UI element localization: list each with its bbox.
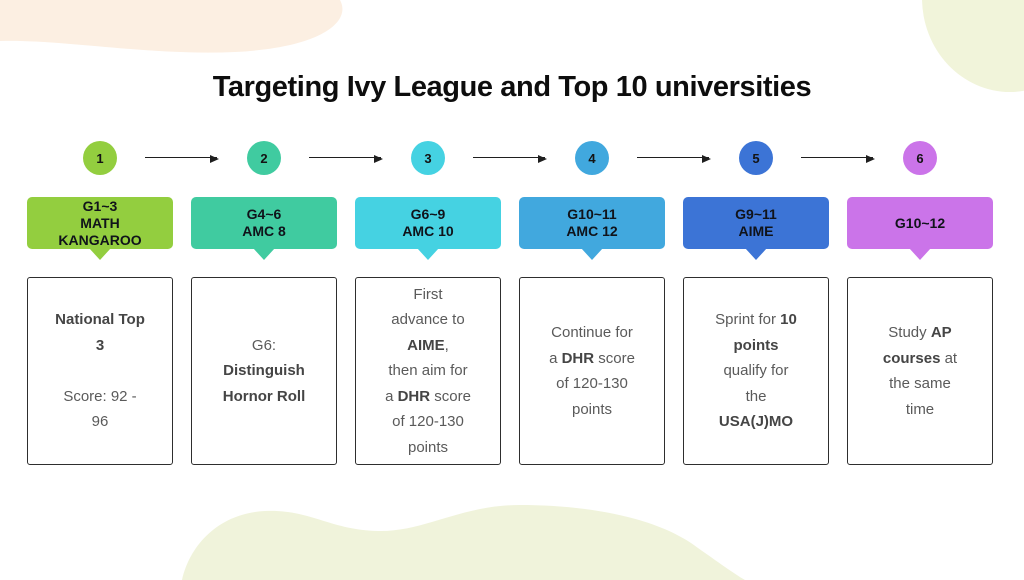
step-4-header-label: G10~11 AMC 12	[566, 206, 618, 239]
step-1-number-badge: 1	[83, 141, 117, 175]
bubble-tail	[581, 248, 603, 260]
bubble-tail	[253, 248, 275, 260]
blob-green-bottom-shape	[182, 505, 745, 580]
step-3-header-bubble: G6~9 AMC 10	[355, 197, 501, 260]
step-1-description-text: National Top 3 Score: 92 - 96	[55, 311, 145, 431]
step-2-description-card: G6: Distinguish Hornor Roll	[191, 277, 337, 465]
step-3-description-card: First advance to AIME, then aim for a DH…	[355, 277, 501, 465]
arrow-right-icon	[473, 154, 547, 163]
step-4-number-badge: 4	[575, 141, 609, 175]
step-2-header-label: G4~6 AMC 8	[242, 206, 286, 239]
step-1-header-label: G1~3 MATH KANGAROO	[58, 197, 142, 248]
bubble-tail	[417, 248, 439, 260]
step-2-description-text: G6: Distinguish Hornor Roll	[222, 336, 306, 405]
step-3-description-text: First advance to AIME, then aim for a DH…	[385, 285, 471, 456]
step-6-header-bubble: G10~12	[847, 197, 993, 260]
page-title: Targeting Ivy League and Top 10 universi…	[212, 71, 812, 103]
step-4-header-bubble: G10~11 AMC 12	[519, 197, 665, 260]
step-5-description-card: Sprint for 10 points qualify for the USA…	[683, 277, 829, 465]
step-4-description-text: Continue for a DHR score of 120-130 poin…	[549, 324, 635, 418]
step-6-description-card: Study AP courses at the same time	[847, 277, 993, 465]
step-6-number-badge: 6	[903, 141, 937, 175]
step-1-description-card: National Top 3 Score: 92 - 96	[27, 277, 173, 465]
bubble-tail	[909, 248, 931, 260]
bubble-tail	[89, 248, 111, 260]
arrow-right-icon	[145, 154, 219, 163]
arrow-right-icon	[637, 154, 711, 163]
step-5-description-text: Sprint for 10 points qualify for the USA…	[715, 311, 797, 431]
step-2-number-badge: 2	[247, 141, 281, 175]
step-6-header-label: G10~12	[894, 214, 946, 231]
step-3-header-label: G6~9 AMC 10	[402, 206, 454, 239]
step-1-header-bubble: G1~3 MATH KANGAROO	[27, 197, 173, 260]
step-2-header-bubble: G4~6 AMC 8	[191, 197, 337, 260]
step-5-header-label: G9~11 AIME	[735, 206, 777, 239]
step-5-header-bubble: G9~11 AIME	[683, 197, 829, 260]
step-4-description-card: Continue for a DHR score of 120-130 poin…	[519, 277, 665, 465]
step-5-number-badge: 5	[739, 141, 773, 175]
bubble-tail	[745, 248, 767, 260]
blob-cream-top-left-shape	[0, 0, 343, 53]
step-3-number-badge: 3	[411, 141, 445, 175]
step-6-description-text: Study AP courses at the same time	[882, 324, 958, 418]
arrow-right-icon	[309, 154, 383, 163]
arrow-right-icon	[801, 154, 875, 163]
